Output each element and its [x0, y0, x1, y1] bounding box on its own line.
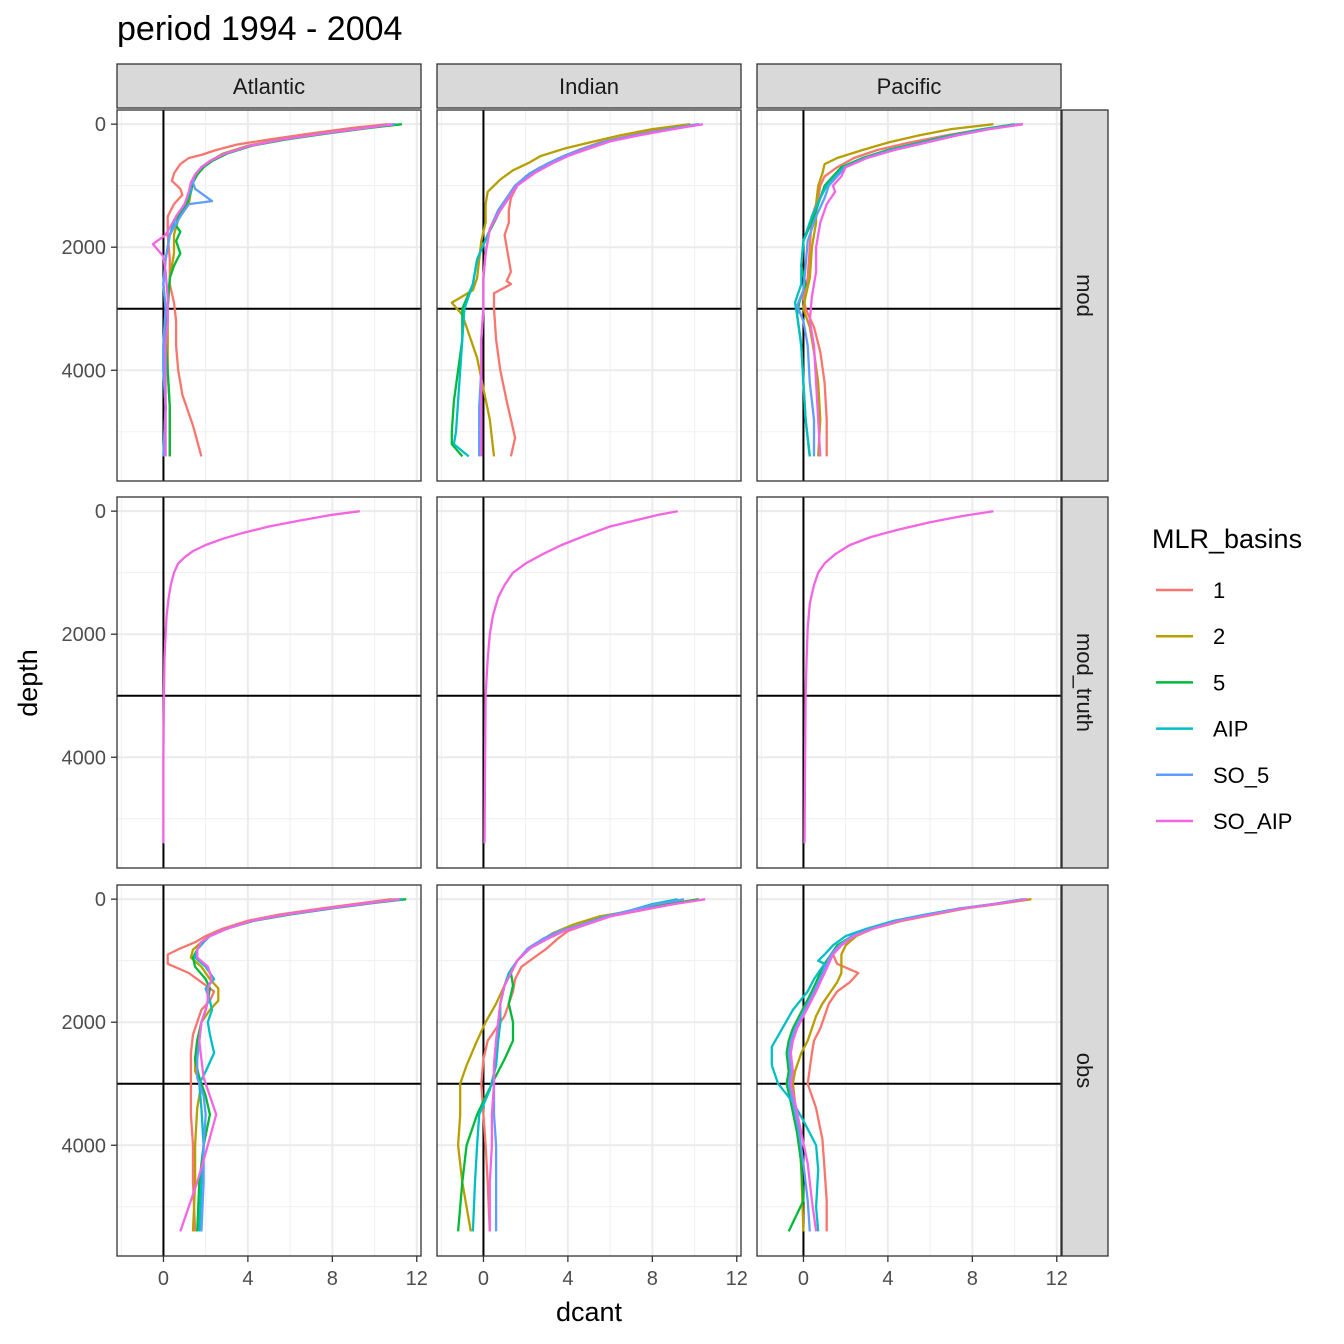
y-axis-title: depth [13, 649, 43, 717]
row-strip [1061, 109, 1109, 482]
x-tick-label: 12 [406, 1268, 428, 1290]
y-tick-label: 4000 [62, 360, 107, 382]
chart-title: period 1994 - 2004 [117, 10, 402, 48]
row-strip [1061, 496, 1109, 869]
series-line-SO_AIP [179, 898, 401, 1232]
panel-mod_truth-Atlantic [116, 496, 422, 869]
series-line-SO_AIP [808, 123, 1024, 457]
axes: 0 2000 4000 0 2000 4000 0 2000 4000 0 4 8 12 0 4 8 12 0 4 8… [62, 114, 1068, 1290]
series-line-SO_AIP [803, 510, 994, 844]
panel-background [117, 885, 421, 1256]
panel-mod_truth-Pacific [756, 496, 1062, 869]
y-tick-label: 2000 [62, 237, 107, 259]
x-tick-label: 0 [158, 1268, 169, 1290]
panel-background [757, 110, 1061, 481]
x-tick-label: 8 [967, 1268, 978, 1290]
y-tick-label: 2000 [62, 624, 107, 646]
row-strip-label: mod [1072, 274, 1097, 317]
panel-grid [116, 109, 1062, 1257]
series-line-SO_AIP [483, 510, 678, 844]
legend-label: SO_5 [1213, 763, 1269, 788]
column-strip [116, 63, 422, 109]
column-strip [436, 63, 742, 109]
series-line-SO_AIP [480, 123, 704, 457]
panel-border [116, 109, 422, 482]
panel-background [757, 497, 1061, 868]
x-tick-label: 8 [647, 1268, 658, 1290]
panel-border [436, 496, 742, 869]
x-tick-label: 4 [882, 1268, 893, 1290]
panel-mod-Pacific [756, 109, 1062, 482]
panel-border [436, 109, 742, 482]
legend-label: 2 [1213, 624, 1225, 649]
panel-border [116, 496, 422, 869]
y-tick-label: 0 [95, 889, 106, 911]
column-strip [756, 63, 1062, 109]
series-line-SO_AIP [162, 510, 360, 844]
panel-mod_truth-Indian [436, 496, 742, 869]
panel-background [437, 497, 741, 868]
legend-title: MLR_basins [1152, 524, 1302, 554]
series-line-AIP [770, 898, 1026, 1232]
legend-label: 1 [1213, 578, 1225, 603]
panel-mod-Atlantic [116, 109, 422, 482]
x-tick-label: 4 [562, 1268, 573, 1290]
series-line-SO_AIP [151, 123, 394, 457]
legend-entry-1: 1 [1156, 578, 1225, 603]
legend-entry-SO_AIP: SO_AIP [1156, 809, 1292, 834]
y-tick-label: 4000 [62, 747, 107, 769]
y-tick-label: 2000 [62, 1012, 107, 1034]
row-strip-label: obs [1072, 1053, 1097, 1088]
panel-background [437, 110, 741, 481]
row-strip [1061, 884, 1109, 1257]
series-line-1 [166, 898, 392, 1232]
series-line-SO_AIP [789, 898, 1028, 1232]
legend-entry-AIP: AIP [1156, 717, 1248, 742]
panel-border [756, 109, 1062, 482]
x-tick-label: 0 [478, 1268, 489, 1290]
column-strip-label: Indian [559, 74, 619, 99]
legend: MLR_basins 1 2 5 AIP SO_5 SO_AIP [1152, 524, 1302, 834]
legend-label: 5 [1213, 670, 1225, 695]
series-line-SO_AIP [488, 898, 706, 1232]
y-tick-label: 0 [95, 114, 106, 136]
panel-mod-Indian [436, 109, 742, 482]
legend-entry-SO_5: SO_5 [1156, 763, 1269, 788]
y-tick-label: 0 [95, 501, 106, 523]
legend-label: SO_AIP [1213, 809, 1292, 834]
x-axis-title: dcant [556, 1297, 623, 1327]
panel-border [756, 496, 1062, 869]
panel-background [117, 497, 421, 868]
x-tick-label: 12 [726, 1268, 748, 1290]
panel-obs-Indian [436, 884, 742, 1257]
column-strip-label: Pacific [877, 74, 942, 99]
panel-border [756, 884, 1062, 1257]
x-tick-label: 8 [327, 1268, 338, 1290]
y-tick-label: 4000 [62, 1135, 107, 1157]
legend-label: AIP [1213, 717, 1248, 742]
legend-entry-2: 2 [1156, 624, 1225, 649]
legend-entry-5: 5 [1156, 670, 1225, 695]
column-strip-label: Atlantic [233, 74, 305, 99]
panel-obs-Atlantic [116, 884, 422, 1257]
panel-obs-Pacific [756, 884, 1062, 1257]
panel-border [436, 884, 742, 1257]
series-line-2 [450, 123, 691, 457]
series-line-1 [166, 123, 388, 457]
row-strip-label: mod_truth [1072, 633, 1097, 732]
x-tick-label: 0 [798, 1268, 809, 1290]
x-tick-label: 4 [242, 1268, 253, 1290]
x-tick-label: 12 [1046, 1268, 1068, 1290]
panel-border [116, 884, 422, 1257]
